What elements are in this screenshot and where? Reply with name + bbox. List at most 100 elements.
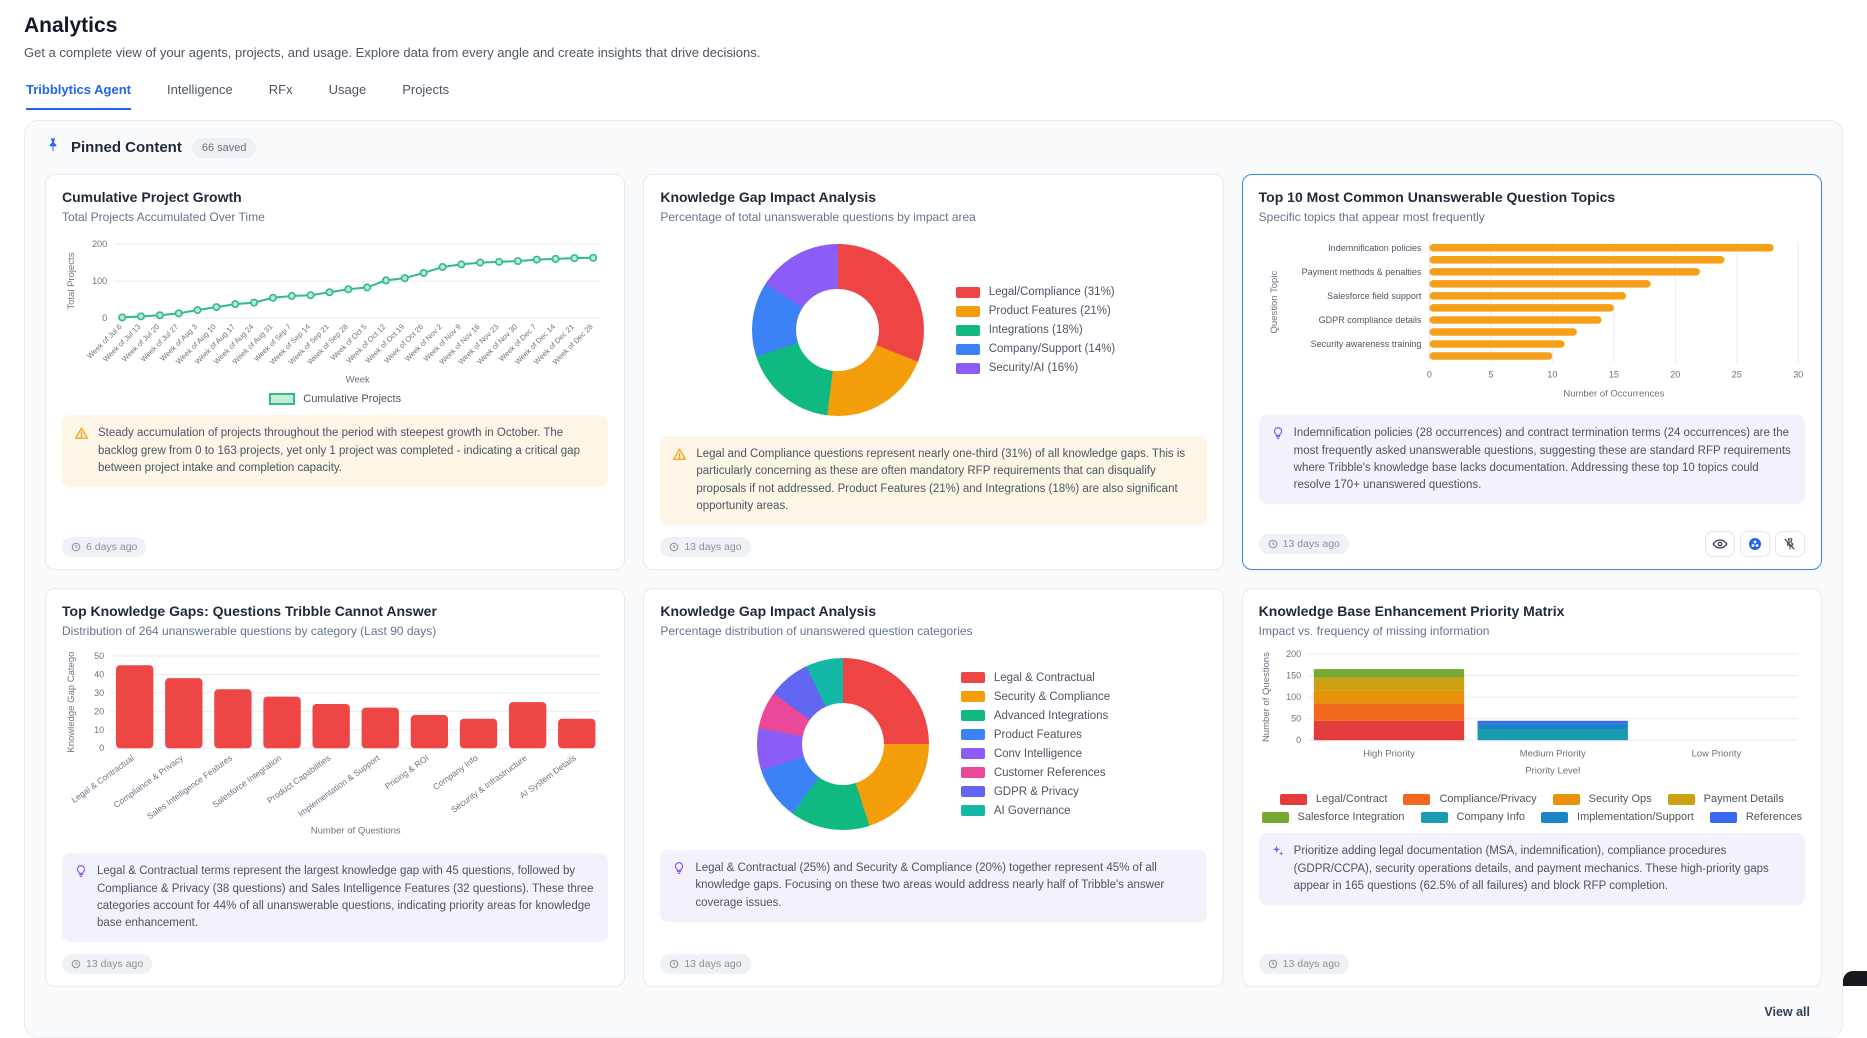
insight-box: Legal and Compliance questions represent… (660, 436, 1206, 525)
card-priority-matrix[interactable]: Knowledge Base Enhancement Priority Matr… (1242, 588, 1822, 987)
legend-swatch (1668, 794, 1695, 805)
unpin-icon (1782, 537, 1797, 552)
card-title: Cumulative Project Growth (62, 189, 608, 205)
view-all-button[interactable]: View all (1752, 999, 1822, 1025)
legend-swatch (961, 805, 985, 816)
card-subtitle: Impact vs. frequency of missing informat… (1259, 624, 1805, 638)
svg-text:Knowledge Gap Catego: Knowledge Gap Catego (66, 652, 77, 753)
tab-intelligence[interactable]: Intelligence (167, 82, 233, 110)
svg-text:Number of Occurrences: Number of Occurrences (1563, 388, 1664, 399)
legend-item: AI Governance (961, 805, 1110, 817)
timestamp-text: 13 days ago (1283, 958, 1340, 970)
legend-label: Legal/Contract (1316, 793, 1388, 805)
tribble-logo-icon (1747, 536, 1763, 552)
legend-swatch (956, 287, 980, 298)
legend-label: Legal/Compliance (31%) (989, 286, 1115, 298)
legend-item: Conv Intelligence (961, 748, 1110, 760)
svg-text:15: 15 (1608, 369, 1618, 379)
card-subtitle: Total Projects Accumulated Over Time (62, 210, 608, 224)
card-subtitle: Distribution of 264 unanswerable questio… (62, 624, 608, 638)
card-footer: 13 days ago (1259, 942, 1805, 974)
lightbulb-icon (672, 861, 686, 912)
card-top-knowledge-gaps[interactable]: Top Knowledge Gaps: Questions Tribble Ca… (45, 588, 625, 987)
svg-text:0: 0 (1296, 735, 1301, 745)
svg-text:Company Info: Company Info (431, 753, 480, 792)
card-footer: 13 days ago (660, 942, 1206, 974)
legend-item: Advanced Integrations (961, 710, 1110, 722)
svg-text:30: 30 (1793, 369, 1803, 379)
legend-label: Product Features (21%) (989, 305, 1111, 317)
pinned-header: Pinned Content 66 saved (45, 137, 1822, 158)
card-subtitle: Specific topics that appear most frequen… (1259, 210, 1805, 224)
card-knowledge-gap-categories[interactable]: Knowledge Gap Impact Analysis Percentage… (643, 588, 1223, 987)
tab-projects[interactable]: Projects (402, 82, 449, 110)
legend-swatch (956, 325, 980, 336)
tab-rfx[interactable]: RFx (269, 82, 293, 110)
legend-label: Compliance/Privacy (1439, 793, 1536, 805)
pinned-content-section: Pinned Content 66 saved Cumulative Proje… (24, 120, 1843, 1038)
saved-count-badge: 66 saved (192, 138, 257, 158)
svg-text:150: 150 (1286, 671, 1301, 681)
legend-label: Cumulative Projects (303, 393, 401, 405)
view-button[interactable] (1705, 531, 1735, 557)
svg-text:40: 40 (94, 669, 104, 679)
clock-icon (71, 542, 81, 552)
card-subtitle: Percentage of total unanswerable questio… (660, 210, 1206, 224)
svg-text:Total Projects: Total Projects (66, 252, 77, 309)
legend-label: References (1746, 811, 1802, 823)
svg-text:20: 20 (1670, 369, 1680, 379)
legend-item: Product Features (961, 729, 1110, 741)
timestamp-text: 6 days ago (86, 541, 137, 553)
timestamp-badge: 13 days ago (62, 954, 152, 974)
svg-text:Number of Questions: Number of Questions (311, 825, 401, 836)
legend-swatch (1403, 794, 1430, 805)
svg-text:25: 25 (1731, 369, 1741, 379)
tab-usage[interactable]: Usage (329, 82, 367, 110)
svg-text:Pricing & ROI: Pricing & ROI (383, 753, 431, 791)
svg-text:100: 100 (92, 276, 107, 286)
eye-icon (1712, 536, 1728, 552)
insight-box: Legal & Contractual terms represent the … (62, 853, 608, 942)
tribble-agent-button[interactable] (1740, 531, 1770, 557)
card-knowledge-gap-impact-area[interactable]: Knowledge Gap Impact Analysis Percentage… (643, 174, 1223, 570)
timestamp-text: 13 days ago (684, 541, 741, 553)
legend-swatch (961, 672, 985, 683)
tab-tribblytics-agent[interactable]: Tribblytics Agent (26, 82, 131, 110)
donut (757, 658, 929, 830)
timestamp-text: 13 days ago (684, 958, 741, 970)
svg-text:10: 10 (1547, 369, 1557, 379)
legend-item: Customer References (961, 767, 1110, 779)
svg-text:20: 20 (94, 706, 104, 716)
unpin-button[interactable] (1775, 531, 1805, 557)
page-title: Analytics (24, 14, 1843, 38)
legend-label: Salesforce Integration (1298, 811, 1405, 823)
svg-text:30: 30 (94, 688, 104, 698)
legend-swatch (269, 393, 295, 405)
clock-icon (71, 959, 81, 969)
sparkles-icon (1271, 844, 1285, 895)
legend-item: Legal & Contractual (961, 672, 1110, 684)
legend-swatch (961, 767, 985, 778)
legend-label: Advanced Integrations (994, 710, 1108, 722)
svg-text:High Priority: High Priority (1363, 748, 1415, 759)
lightbulb-icon (74, 864, 88, 932)
svg-text:0: 0 (102, 313, 107, 323)
view-all-row: View all (45, 999, 1822, 1025)
svg-text:Salesforce field support: Salesforce field support (1327, 291, 1422, 301)
legend-label: Payment Details (1704, 793, 1784, 805)
card-title: Knowledge Gap Impact Analysis (660, 603, 1206, 619)
card-top-10-unanswerable-topics[interactable]: Top 10 Most Common Unanswerable Question… (1242, 174, 1822, 570)
card-footer: 13 days ago (660, 525, 1206, 557)
chat-widget[interactable] (1843, 971, 1867, 986)
legend-item: References (1710, 811, 1802, 823)
donut-hole (802, 703, 885, 786)
card-cumulative-project-growth[interactable]: Cumulative Project Growth Total Projects… (45, 174, 625, 570)
legend-swatch (961, 710, 985, 721)
card-actions (1705, 531, 1805, 557)
